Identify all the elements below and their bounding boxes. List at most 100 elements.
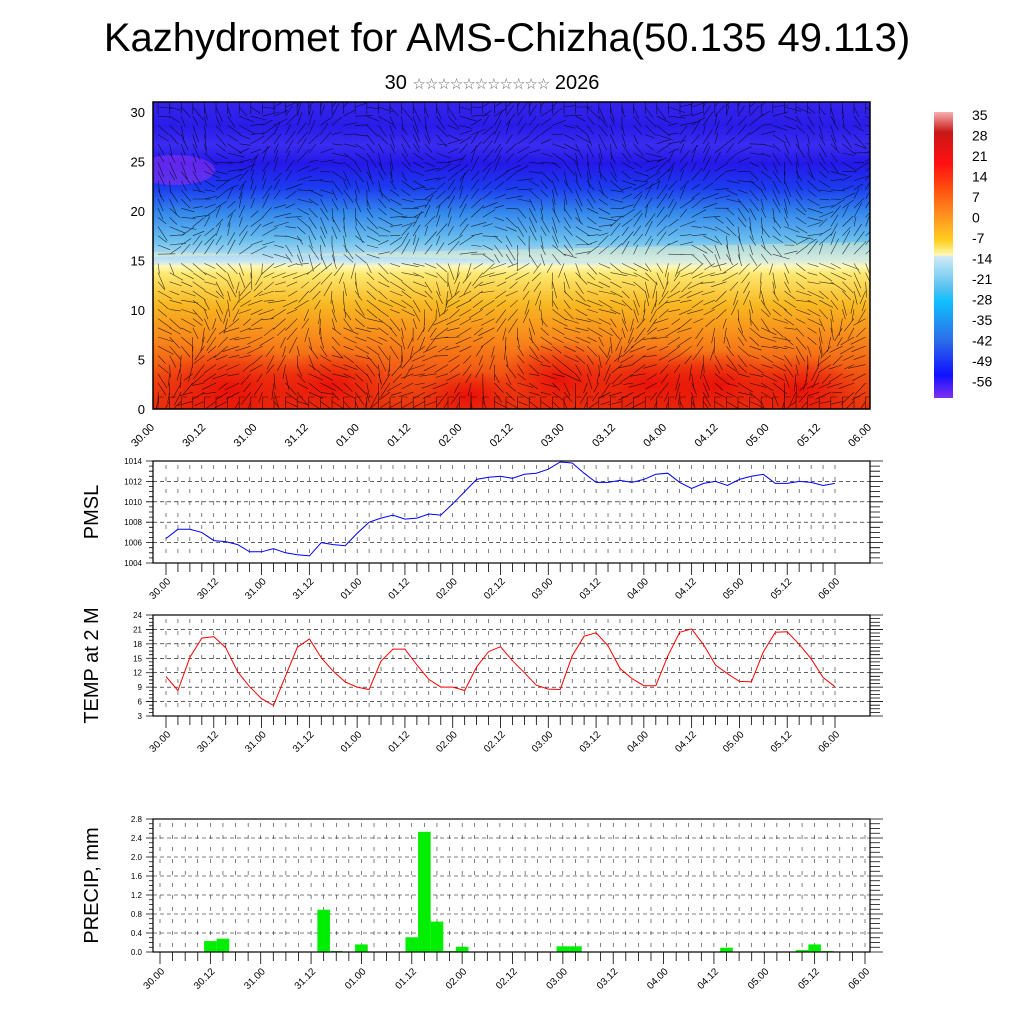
x-tick-label: 02.00 (434, 729, 460, 755)
subtitle-year: 2026 (554, 72, 600, 94)
colorbar-label: 28 (972, 128, 988, 144)
y-tick-label: 3 (138, 712, 143, 721)
axis-ticks (146, 818, 883, 964)
plot-frame (152, 101, 871, 410)
x-tick-label: 05.00 (721, 576, 747, 602)
x-tick-label: 04.00 (645, 966, 671, 992)
precip-bar (418, 831, 431, 952)
y-tick-label: 6 (138, 698, 143, 707)
y-tick-label: 12 (133, 669, 142, 678)
y-tick-label: 18 (133, 640, 142, 649)
data-line (165, 628, 836, 707)
y-tick-label: 0.0 (131, 948, 143, 957)
y-tick-label: 0.4 (131, 929, 143, 938)
warm-core (260, 350, 400, 409)
x-tick-label: 30.00 (129, 422, 157, 450)
chart-subtitle: 30 ☆☆☆☆☆☆☆☆☆☆☆ 2026 (0, 72, 984, 95)
x-tick-label: 01.12 (387, 729, 413, 755)
x-tick-label: 31.00 (242, 966, 268, 992)
y-tick-label: 1012 (124, 477, 142, 486)
x-tick-label: 02.00 (436, 422, 464, 450)
x-tick-label: 04.00 (626, 729, 652, 755)
subtitle-month: ☆☆☆☆☆☆☆☆☆☆☆ (412, 76, 550, 93)
x-tick-label: 01.00 (343, 966, 369, 992)
precip-bar (204, 941, 217, 952)
subtitle-day: 30 (384, 72, 407, 94)
warm-core (420, 370, 520, 409)
pmsl-panel: 1014 1012 1010 1008 1006 1004 PMSL 30.00 30.12 31… (81, 457, 883, 602)
contour-fill (153, 102, 870, 409)
x-tick-label: 02.12 (482, 576, 508, 602)
y-tick-label: 9 (138, 683, 143, 692)
x-tick-label: 04.00 (641, 422, 669, 450)
x-tick-label: 03.00 (545, 966, 571, 992)
y-axis-label: PRECIP, mm (81, 827, 103, 943)
plot-frame (152, 614, 871, 717)
horizontal-grid (153, 837, 870, 934)
chart-title: Kazhydromet for AMS-Chizha(50.135 49.113… (103, 16, 911, 60)
x-tick-label: 04.12 (673, 729, 699, 755)
x-tick-label: 31.00 (243, 729, 269, 755)
x-tick-label: 30.12 (192, 966, 218, 992)
y-tick-label: 1.2 (131, 891, 143, 900)
y-tick-label: 1010 (124, 498, 142, 507)
vertical-grid (159, 823, 866, 950)
y-tick-label: 1008 (124, 518, 142, 527)
precip-bar (720, 947, 733, 952)
y-axis-label: PMSL (81, 485, 103, 539)
colorbar: 35 28 21 14 7 0 -7 -14 -21 -28 -35 -42 -49 -56 (934, 107, 992, 398)
x-tick-label: 31.12 (293, 966, 319, 992)
x-tick-label: 05.12 (795, 422, 823, 450)
precip-bar (430, 921, 444, 952)
x-tick-label: 30.12 (195, 729, 221, 755)
x-tick-label: 02.00 (444, 966, 470, 992)
y-tick-label: 30 (131, 105, 145, 120)
y-tick-label: 10 (131, 303, 145, 318)
x-tick-label: 06.00 (847, 966, 873, 992)
x-tick-label: 04.12 (693, 422, 721, 450)
precip-bar (795, 950, 809, 952)
y-tick-label: 1014 (124, 457, 142, 466)
colorbar-label: -42 (972, 333, 992, 349)
x-tick-label: 01.00 (339, 729, 365, 755)
y-tick-label: 1006 (124, 539, 142, 548)
colorbar-label: 7 (972, 189, 980, 205)
x-tick-label: 02.12 (494, 966, 520, 992)
x-tick-label: 05.00 (746, 966, 772, 992)
x-tick-label: 01.00 (339, 576, 365, 602)
x-tick-label: 01.12 (387, 576, 413, 602)
x-tick-label: 05.00 (721, 729, 747, 755)
colorbar-label: 0 (972, 210, 980, 226)
y-tick-label: 20 (131, 204, 145, 219)
x-tick-label: 01.00 (334, 422, 362, 450)
x-tick-label: 03.00 (530, 729, 556, 755)
axis-ticks (146, 460, 883, 575)
y-tick-label: 25 (131, 154, 145, 169)
x-tick-label: 04.12 (673, 576, 699, 602)
x-tick-label: 03.12 (578, 576, 604, 602)
x-tick-label: 31.12 (291, 576, 317, 602)
vertical-grid (165, 465, 836, 561)
x-tick-label: 03.12 (595, 966, 621, 992)
y-tick-label: 5 (138, 352, 145, 367)
colorbar-scale (934, 112, 953, 398)
temperature-wind-panel: 0 5 10 15 20 25 30 30.00 30.12 31.00 31.12 01.00 01.… (129, 101, 874, 450)
x-tick-label: 05.12 (769, 576, 795, 602)
y-tick-label: 0.8 (131, 910, 143, 919)
precip-bar (556, 946, 570, 952)
precip-bar (317, 909, 330, 952)
x-tick-label: 31.12 (283, 422, 311, 450)
precip-panel: 2.8 2.4 2.0 1.6 1.2 0.8 0.4 0.0 PRECIP, mm 30.00 3… (81, 815, 883, 992)
colorbar-label: -35 (972, 312, 992, 328)
x-tick-label: 31.12 (291, 729, 317, 755)
colorbar-label: 35 (972, 107, 988, 123)
colorbar-label: 21 (972, 148, 988, 164)
colorbar-label: -14 (972, 251, 992, 267)
x-tick-label: 30.12 (195, 576, 221, 602)
precip-bar (455, 946, 469, 952)
y-tick-label: 1004 (124, 559, 142, 568)
warm-core (740, 355, 860, 409)
precip-bar (405, 937, 419, 952)
x-tick-label: 31.00 (243, 576, 269, 602)
